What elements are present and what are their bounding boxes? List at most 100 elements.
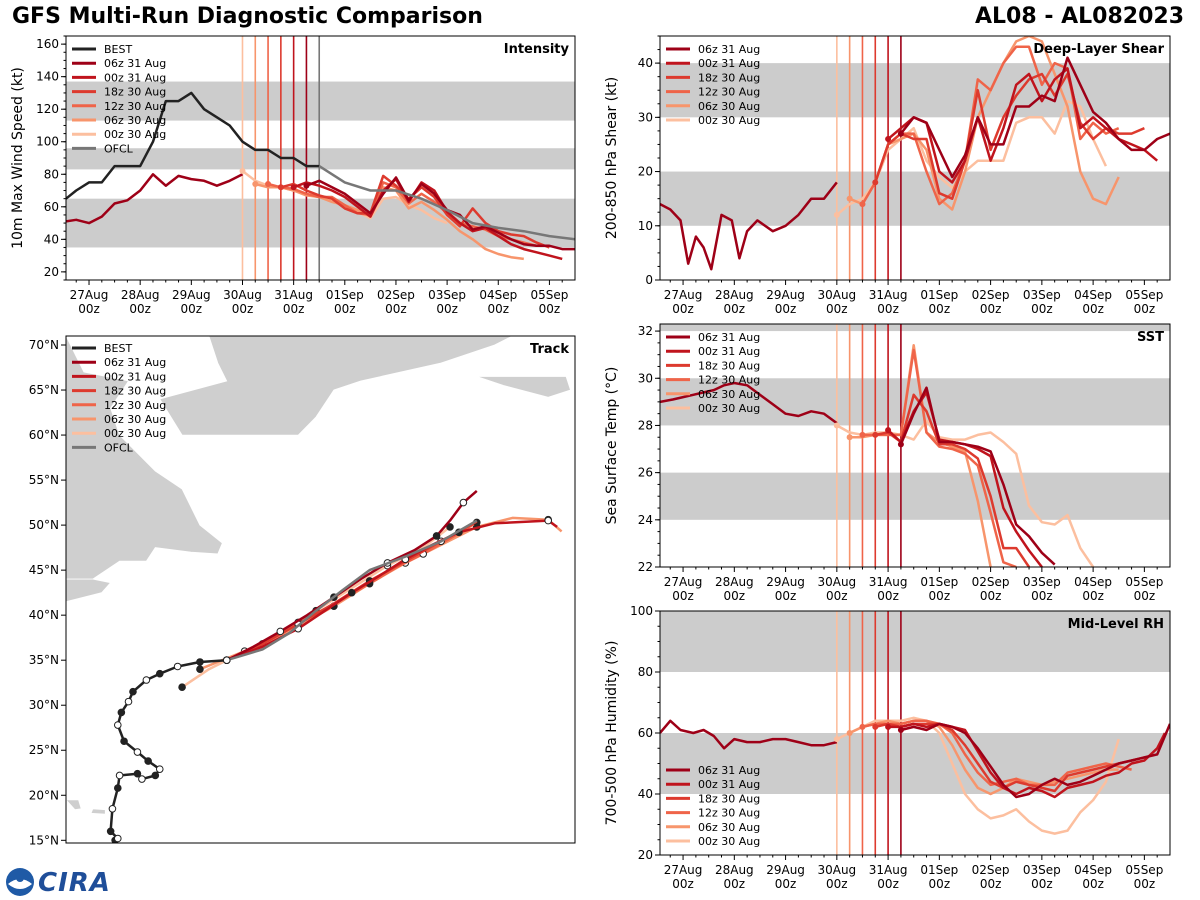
- x-tick-date: 28Aug: [121, 288, 160, 302]
- y-tick-label: 40: [638, 787, 653, 801]
- legend-label: 00z 31 Aug: [698, 57, 760, 70]
- land-mass: [476, 376, 572, 398]
- track-position-dot: [276, 627, 285, 636]
- track-ofcl-line: [226, 519, 478, 662]
- x-tick-hour: 00z: [724, 589, 746, 603]
- legend-label: 12z 30 Aug: [698, 86, 760, 99]
- legend-label: 00z 30 Aug: [104, 427, 166, 440]
- x-tick-date: 29Aug: [172, 288, 211, 302]
- legend-label: 06z 31 Aug: [698, 43, 760, 56]
- track-position-dot: [178, 683, 186, 692]
- land-mass: [66, 578, 112, 607]
- x-tick-date: 04Sep: [1074, 575, 1112, 589]
- legend-label: 00z 31 Aug: [698, 345, 760, 358]
- y-tick-label: 160: [36, 37, 59, 51]
- legend-label: 00z 31 Aug: [698, 778, 760, 791]
- lat-tick-label: 65°N: [29, 383, 59, 397]
- shade-band: [66, 81, 575, 121]
- run-line: [849, 36, 1120, 211]
- best-track-dot: [222, 656, 231, 664]
- legend-label: 00z 31 Aug: [104, 370, 166, 383]
- x-tick-hour: 00z: [129, 302, 151, 316]
- x-tick-date: 31Aug: [869, 575, 908, 589]
- legend-label: 12z 30 Aug: [104, 100, 166, 113]
- x-tick-date: 28Aug: [715, 863, 754, 877]
- track-chart: 15°N 20°N 25°N 30°N 35°N 40°N 45°N 50°N 55°N 60°N…: [29, 335, 576, 847]
- best-track-dot: [117, 708, 126, 717]
- plot-frame: [659, 323, 1171, 568]
- best-track-dot: [115, 771, 124, 780]
- intensity-plot-area: [66, 36, 575, 280]
- x-tick-hour: 00z: [283, 302, 305, 316]
- cira-logo-icon: CIRA: [38, 868, 111, 898]
- legend-label: 00z 30 Aug: [104, 128, 166, 141]
- panel-title: Track: [530, 342, 569, 357]
- run-line: [862, 719, 1132, 787]
- best-track-dot: [138, 775, 146, 783]
- legend-label: 18z 30 Aug: [698, 71, 760, 84]
- y-tick-label: 32: [638, 324, 653, 338]
- best-track-dot: [144, 757, 152, 765]
- panel-title: Mid-Level RH: [1068, 617, 1164, 632]
- best-track-dot: [106, 827, 115, 836]
- x-tick-date: 28Aug: [715, 288, 754, 302]
- y-tick-label: 0: [645, 273, 653, 287]
- y-axis-label: Sea Surface Temp (°C): [604, 367, 620, 525]
- y-tick-label: 20: [638, 848, 653, 862]
- track-best-line: [109, 658, 227, 842]
- legend-label: 06z 30 Aug: [698, 100, 760, 113]
- analysis-line: [66, 173, 244, 225]
- x-tick-date: 31Aug: [274, 288, 313, 302]
- x-tick-date: 29Aug: [766, 575, 805, 589]
- best-track-dot: [196, 658, 204, 666]
- analysis-line: [660, 719, 838, 750]
- y-tick-label: 100: [36, 135, 59, 149]
- legend-label: BEST: [104, 342, 132, 355]
- legend-label: 12z 30 Aug: [698, 807, 760, 820]
- lat-tick-label: 30°N: [29, 698, 59, 712]
- land-mass: [90, 808, 106, 815]
- run-line: [836, 419, 1095, 567]
- legend-label: 06z 31 Aug: [698, 764, 760, 777]
- panel-title: Intensity: [504, 42, 570, 57]
- best-track-dot: [129, 687, 137, 696]
- shear-chart: 01020304027Aug00z28Aug00z29Aug00z30Aug00…: [604, 35, 1171, 316]
- x-tick-date: 30Aug: [817, 288, 856, 302]
- track-position-dot: [347, 588, 356, 597]
- ofcl-line: [318, 165, 575, 241]
- run-line: [899, 56, 1170, 179]
- land-mass: [159, 336, 513, 436]
- run-start-point: [252, 181, 259, 188]
- run-start-point: [885, 136, 892, 143]
- sst-plot-area: [660, 324, 1170, 567]
- x-tick-date: 04Sep: [479, 288, 517, 302]
- y-axis-label: 200-850 hPa Shear (kt): [604, 77, 620, 239]
- y-tick-label: 100: [630, 604, 653, 618]
- y-tick-label: 28: [638, 418, 653, 432]
- run-line: [862, 348, 1017, 567]
- analysis-line: [660, 381, 838, 425]
- best-track-dot: [113, 784, 122, 792]
- legend-label: 18z 30 Aug: [698, 359, 760, 372]
- land-mass: [66, 336, 223, 580]
- x-tick-date: 04Sep: [1074, 288, 1112, 302]
- legend-label: OFCL: [104, 142, 134, 155]
- legend-label: 00z 30 Aug: [698, 114, 760, 127]
- legend-label: 06z 30 Aug: [698, 821, 760, 834]
- run-start-point: [833, 736, 840, 743]
- track-map-area: [66, 336, 572, 843]
- run-start-point: [872, 431, 879, 438]
- lat-tick-label: 25°N: [29, 743, 59, 757]
- x-tick-hour: 00z: [436, 302, 458, 316]
- run-start-point: [897, 441, 904, 448]
- track-position-dot: [459, 498, 468, 507]
- legend-label: 06z 30 Aug: [104, 413, 166, 426]
- x-tick-hour: 00z: [980, 302, 1002, 316]
- x-tick-hour: 00z: [775, 589, 797, 603]
- x-tick-date: 02Sep: [972, 288, 1010, 302]
- track-position-dot: [544, 516, 553, 525]
- best-track-dot: [113, 834, 122, 843]
- y-tick-label: 10: [638, 219, 653, 233]
- y-axis-label: 10m Max Wind Speed (kt): [10, 67, 26, 249]
- run-start-point: [290, 184, 297, 191]
